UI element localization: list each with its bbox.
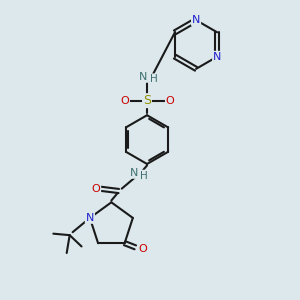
Text: O: O: [120, 96, 129, 106]
Text: O: O: [138, 244, 147, 254]
Text: N: N: [139, 72, 148, 82]
Text: N: N: [130, 168, 138, 178]
Text: N: N: [86, 213, 94, 223]
Text: O: O: [92, 184, 100, 194]
Text: H: H: [150, 74, 158, 84]
Text: N: N: [192, 15, 200, 25]
Text: S: S: [143, 94, 151, 107]
Text: H: H: [140, 171, 148, 181]
Text: N: N: [213, 52, 221, 62]
Text: O: O: [166, 96, 175, 106]
